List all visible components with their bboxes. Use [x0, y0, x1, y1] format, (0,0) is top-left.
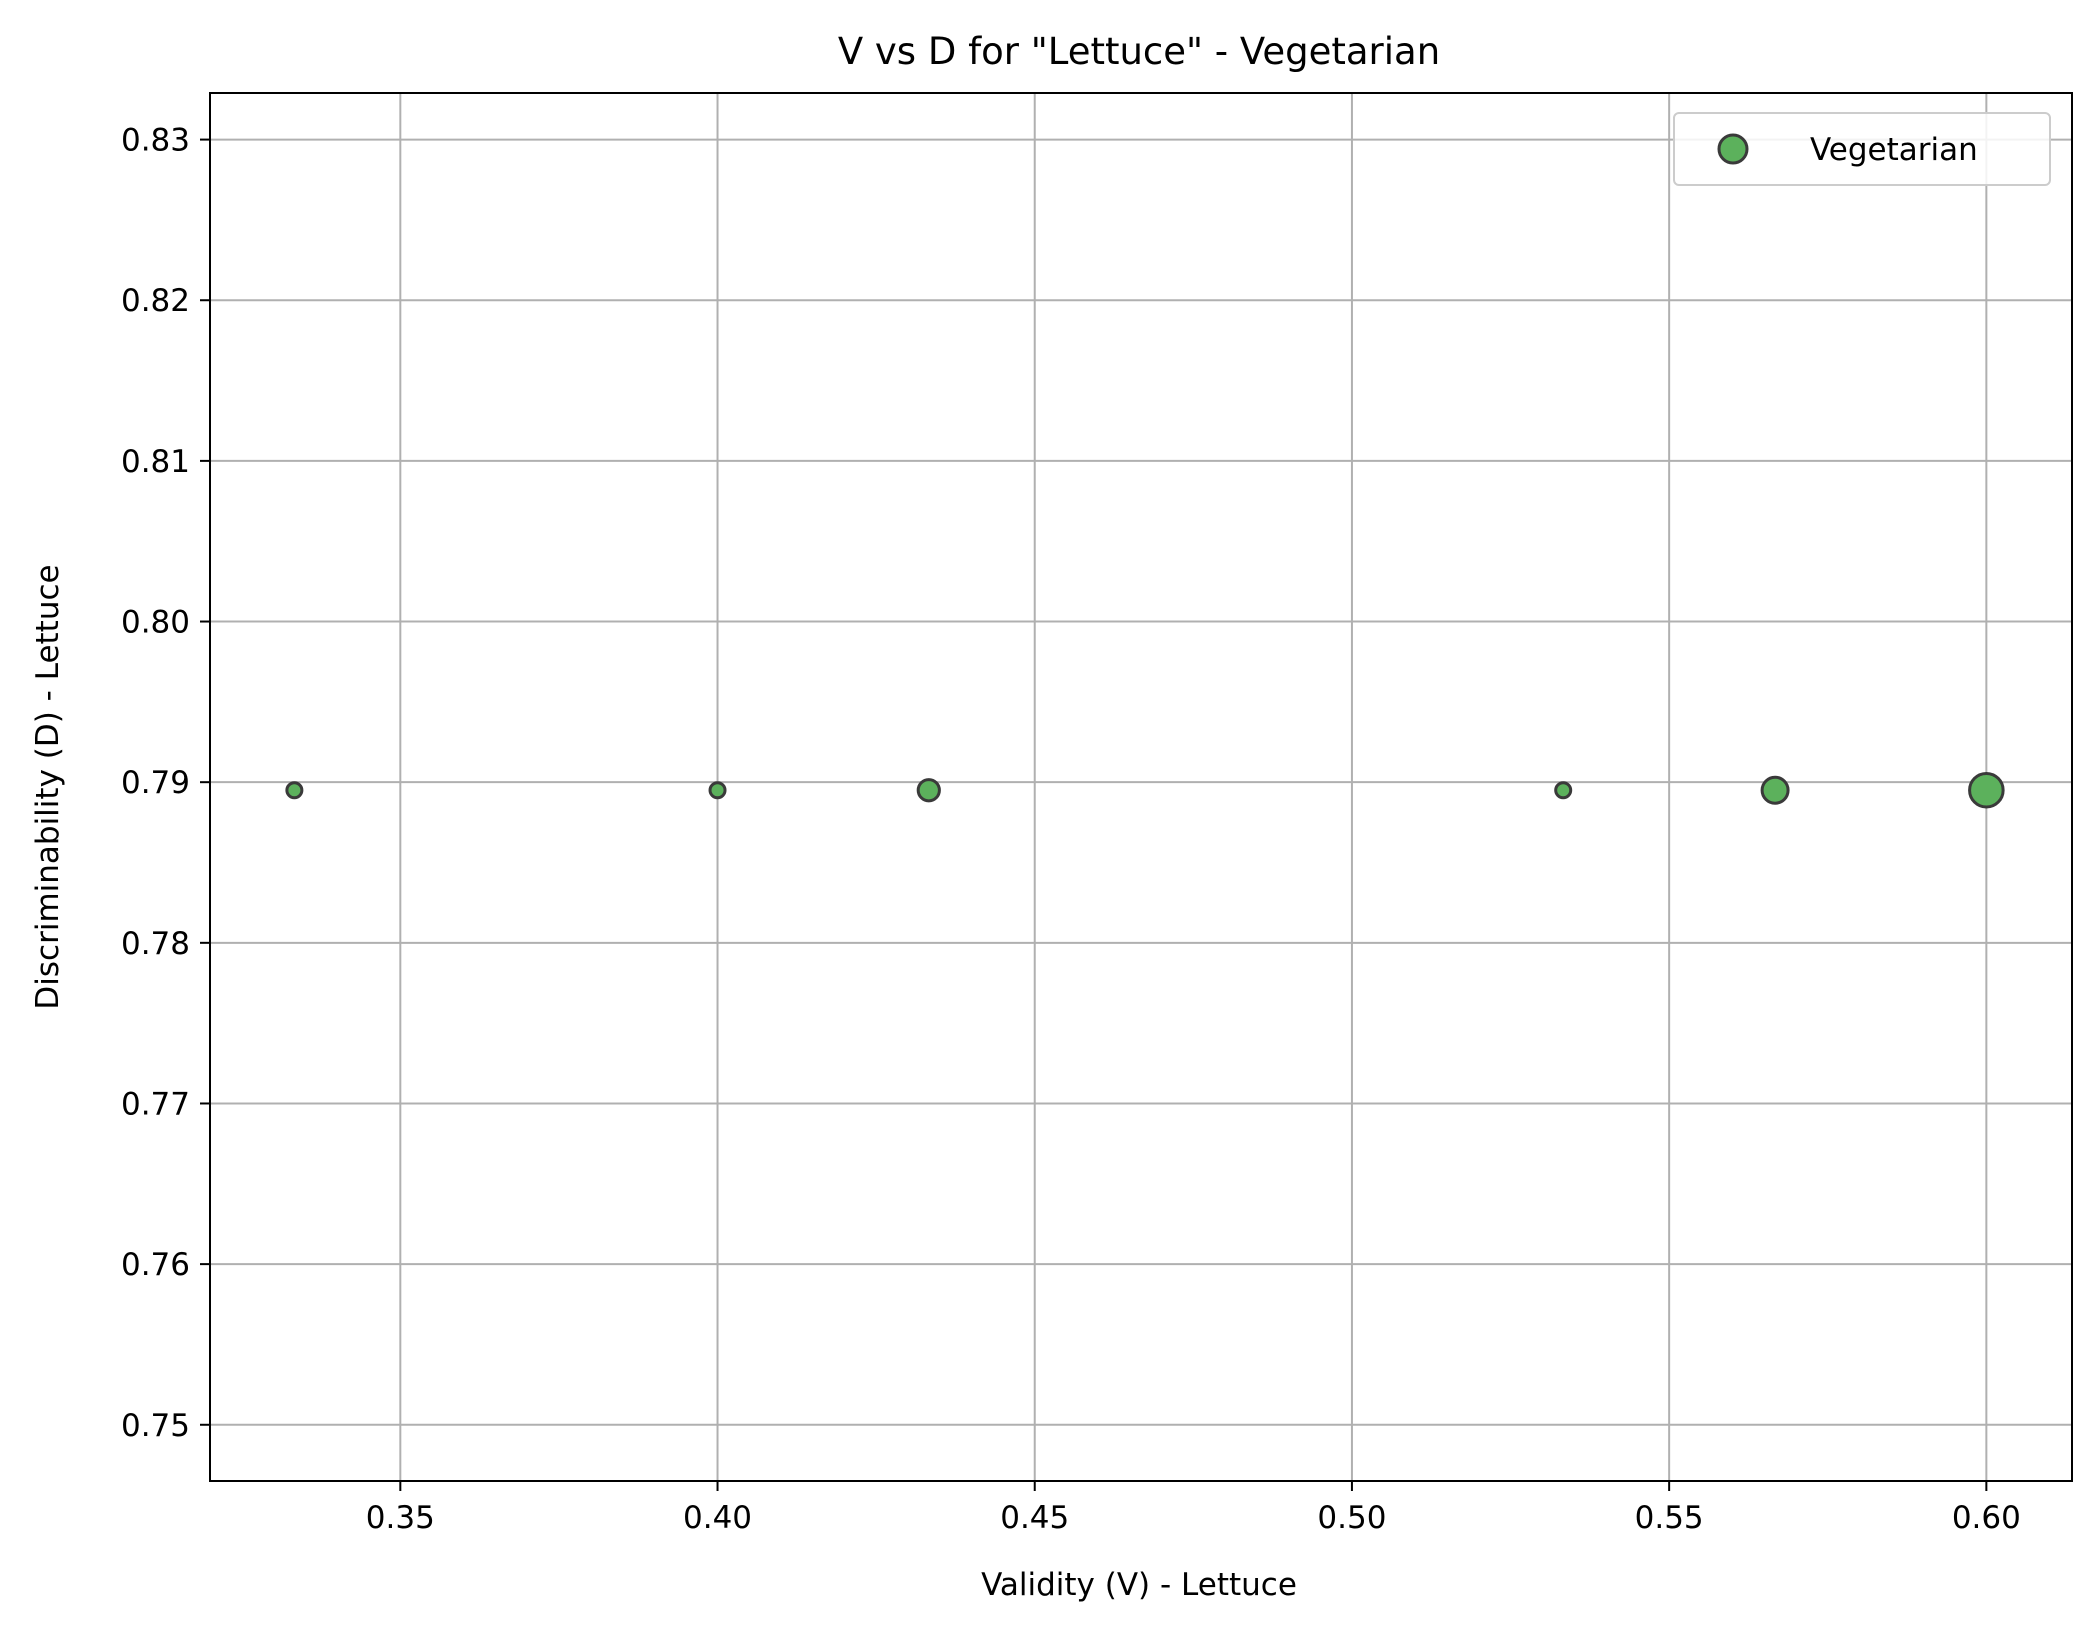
chart-title: V vs D for "Lettuce" - Vegetarian — [838, 30, 1440, 73]
y-axis-title: Discriminability (D) - Lettuce — [30, 564, 66, 1009]
y-tick-label: 0.82 — [121, 283, 190, 319]
x-tick-label: 0.35 — [366, 1500, 435, 1536]
y-tick-label: 0.79 — [121, 765, 190, 801]
legend: Vegetarian — [1673, 112, 2051, 186]
data-points — [285, 771, 2005, 809]
x-tick-label: 0.60 — [1952, 1500, 2021, 1536]
legend-box — [1673, 112, 2051, 186]
x-tick-label: 0.55 — [1635, 1500, 1704, 1536]
y-tick-label: 0.83 — [121, 123, 190, 159]
y-tick-label: 0.75 — [121, 1408, 190, 1444]
scatter-point — [285, 781, 304, 800]
scatter-point — [708, 781, 727, 800]
y-tick-label: 0.80 — [121, 605, 190, 641]
x-tick-label: 0.45 — [1000, 1500, 1069, 1536]
legend-label-vegetarian: Vegetarian — [1810, 132, 1978, 168]
x-tick-label: 0.40 — [683, 1500, 752, 1536]
y-tick-label: 0.76 — [121, 1247, 190, 1283]
legend-marker-vegetarian — [1717, 133, 1749, 165]
y-axis-ticks: 0.75 0.76 0.77 0.78 0.79 0.80 0.81 0.82 0.83 — [121, 123, 210, 1444]
y-tick-label: 0.77 — [121, 1086, 190, 1122]
plot-area-frame — [209, 92, 2073, 1482]
scatter-point — [916, 778, 941, 803]
scatter-point — [1760, 775, 1790, 805]
x-tick-label: 0.50 — [1317, 1500, 1386, 1536]
x-axis-ticks: 0.35 0.40 0.45 0.50 0.55 0.60 — [366, 1481, 2021, 1536]
scatter-point — [1554, 781, 1573, 800]
scatter-point — [1968, 771, 2005, 809]
y-tick-label: 0.81 — [121, 444, 190, 480]
x-axis-title: Validity (V) - Lettuce — [981, 1567, 1297, 1603]
y-tick-label: 0.78 — [121, 926, 190, 962]
